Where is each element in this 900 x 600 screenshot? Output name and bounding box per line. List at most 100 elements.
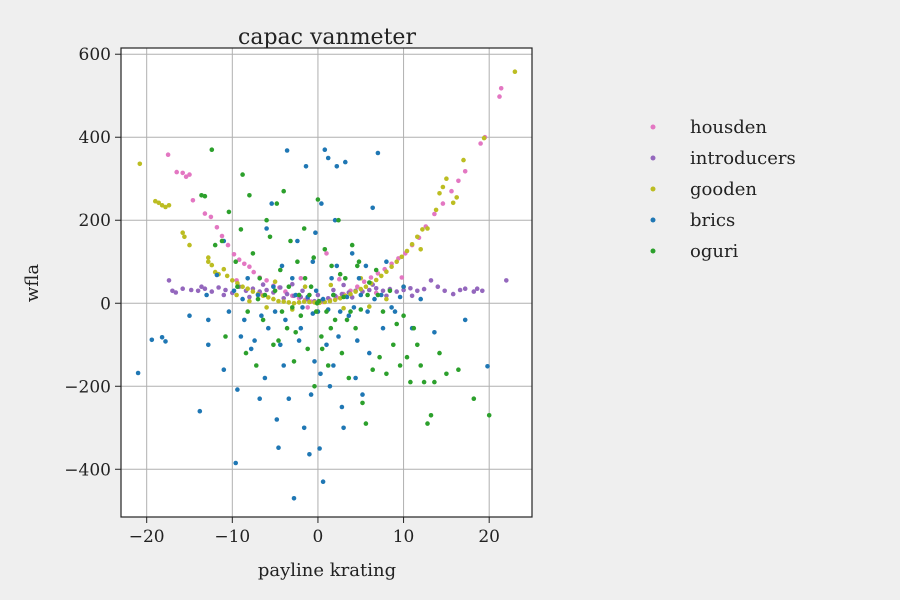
- data-point: [462, 286, 468, 292]
- data-point: [315, 292, 321, 298]
- data-point: [454, 195, 460, 200]
- data-point: [363, 284, 369, 290]
- data-point: [504, 278, 509, 283]
- data-point: [170, 288, 175, 294]
- data-point: [343, 276, 348, 281]
- x-tick-label: −10: [214, 527, 250, 547]
- legend-label: brics: [690, 210, 735, 231]
- data-point: [450, 291, 456, 297]
- y-tick-label: 200: [79, 211, 111, 231]
- data-point: [206, 317, 211, 323]
- data-point: [315, 197, 321, 202]
- data-point: [355, 338, 360, 343]
- data-point: [233, 460, 238, 466]
- data-point: [343, 159, 348, 165]
- data-point: [497, 94, 502, 99]
- data-point: [276, 338, 281, 343]
- data-point: [375, 292, 381, 298]
- data-point: [344, 317, 350, 323]
- data-point: [264, 217, 269, 223]
- y-axis-ticks: −400 −200 0 200 400 600: [64, 45, 121, 480]
- data-point: [397, 363, 403, 368]
- data-point: [319, 334, 324, 339]
- data-point: [332, 297, 338, 303]
- data-point: [226, 209, 232, 215]
- data-point: [331, 287, 336, 293]
- legend-label: housden: [690, 117, 767, 138]
- plot-frame: [120, 47, 533, 518]
- data-point: [370, 205, 376, 211]
- data-point: [368, 275, 374, 280]
- data-point: [206, 342, 211, 348]
- data-point: [284, 325, 290, 331]
- data-point: [462, 317, 468, 323]
- data-point: [320, 479, 326, 485]
- data-point: [298, 325, 304, 331]
- data-point: [353, 325, 358, 331]
- series-gooden: [137, 69, 518, 314]
- data-point: [235, 281, 240, 286]
- data-point: [353, 375, 358, 381]
- data-point: [284, 291, 290, 297]
- data-point: [418, 296, 424, 302]
- data-point: [165, 152, 171, 157]
- data-point: [331, 292, 336, 298]
- data-point: [272, 309, 278, 314]
- data-point: [319, 201, 324, 206]
- data-point: [313, 309, 319, 314]
- x-tick-label: 0: [313, 527, 324, 547]
- data-point: [247, 298, 252, 304]
- data-point: [238, 334, 244, 339]
- data-point: [307, 452, 312, 457]
- data-point: [363, 263, 369, 269]
- data-point: [432, 379, 437, 385]
- data-point: [290, 281, 295, 287]
- data-point: [159, 203, 165, 208]
- y-axis-label: wfla: [22, 264, 43, 302]
- data-point: [312, 384, 317, 389]
- data-point: [379, 273, 384, 279]
- data-point: [358, 286, 364, 292]
- data-point: [251, 269, 256, 275]
- data-point: [358, 292, 364, 298]
- data-point: [223, 334, 228, 339]
- data-point: [360, 400, 365, 406]
- data-point: [498, 86, 504, 91]
- data-point: [435, 284, 441, 290]
- data-point: [163, 339, 168, 344]
- data-point: [391, 342, 396, 348]
- data-point: [444, 176, 449, 181]
- data-point: [230, 278, 235, 283]
- legend-label: gooden: [690, 179, 757, 200]
- data-point: [243, 350, 249, 356]
- data-point: [257, 276, 263, 281]
- data-point: [415, 234, 420, 240]
- data-point: [325, 155, 331, 161]
- data-point: [296, 300, 302, 305]
- data-point: [341, 294, 346, 300]
- data-point: [349, 242, 355, 248]
- data-point: [336, 217, 341, 223]
- data-point: [272, 279, 278, 285]
- data-point: [305, 305, 311, 310]
- data-point: [471, 289, 477, 294]
- data-point: [236, 257, 242, 263]
- data-point: [334, 263, 340, 269]
- data-point: [341, 425, 346, 431]
- data-point: [276, 298, 281, 304]
- x-axis-ticks: −20 −10 0 10 20: [129, 517, 500, 547]
- data-point: [411, 325, 417, 331]
- data-point: [442, 288, 448, 294]
- data-point: [209, 289, 215, 294]
- data-point: [456, 367, 461, 373]
- data-point: [415, 342, 420, 348]
- data-point: [337, 271, 343, 277]
- data-point: [409, 242, 415, 247]
- legend-marker: [650, 124, 656, 130]
- data-point: [360, 392, 365, 397]
- data-point: [271, 296, 276, 302]
- data-point: [313, 230, 318, 235]
- data-point: [415, 288, 420, 294]
- legend: housden introducers gooden brics oguri: [650, 117, 796, 262]
- data-point: [166, 203, 172, 208]
